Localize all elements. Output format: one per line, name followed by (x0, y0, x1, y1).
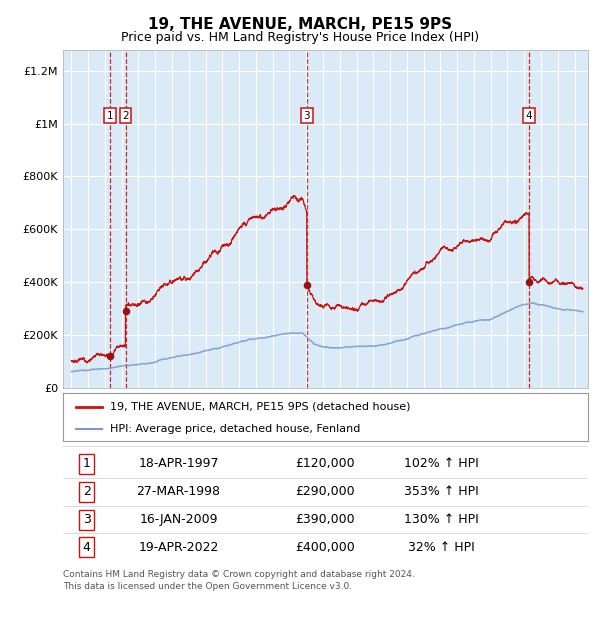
Text: 1: 1 (83, 458, 91, 471)
Text: £400,000: £400,000 (296, 541, 355, 554)
Text: 3: 3 (304, 110, 310, 121)
Text: 32% ↑ HPI: 32% ↑ HPI (407, 541, 475, 554)
Text: 16-JAN-2009: 16-JAN-2009 (139, 513, 218, 526)
Text: 1: 1 (106, 110, 113, 121)
Text: This data is licensed under the Open Government Licence v3.0.: This data is licensed under the Open Gov… (63, 582, 352, 591)
Text: £290,000: £290,000 (296, 485, 355, 498)
Text: 2: 2 (122, 110, 129, 121)
Text: £120,000: £120,000 (296, 458, 355, 471)
Text: Price paid vs. HM Land Registry's House Price Index (HPI): Price paid vs. HM Land Registry's House … (121, 31, 479, 44)
Text: 2: 2 (83, 485, 91, 498)
Text: 4: 4 (526, 110, 532, 121)
Text: 27-MAR-1998: 27-MAR-1998 (137, 485, 221, 498)
Text: 3: 3 (83, 513, 91, 526)
Text: 18-APR-1997: 18-APR-1997 (138, 458, 219, 471)
Text: £390,000: £390,000 (296, 513, 355, 526)
Text: 19, THE AVENUE, MARCH, PE15 9PS: 19, THE AVENUE, MARCH, PE15 9PS (148, 17, 452, 32)
Text: HPI: Average price, detached house, Fenland: HPI: Average price, detached house, Fenl… (110, 424, 361, 435)
Text: 4: 4 (83, 541, 91, 554)
Text: 102% ↑ HPI: 102% ↑ HPI (404, 458, 478, 471)
Text: Contains HM Land Registry data © Crown copyright and database right 2024.: Contains HM Land Registry data © Crown c… (63, 570, 415, 580)
Text: 130% ↑ HPI: 130% ↑ HPI (404, 513, 478, 526)
Text: 19, THE AVENUE, MARCH, PE15 9PS (detached house): 19, THE AVENUE, MARCH, PE15 9PS (detache… (110, 402, 411, 412)
Text: 19-APR-2022: 19-APR-2022 (139, 541, 218, 554)
Text: 353% ↑ HPI: 353% ↑ HPI (404, 485, 478, 498)
